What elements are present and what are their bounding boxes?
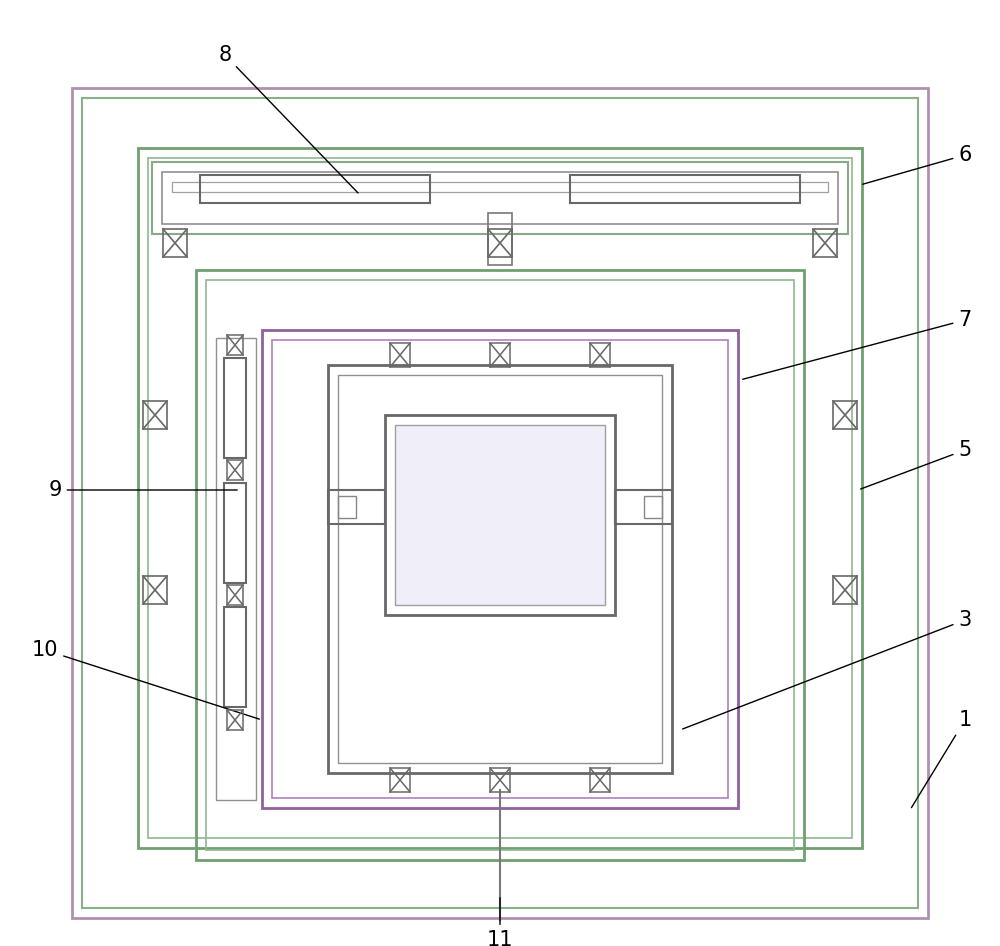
Bar bbox=[328, 365, 672, 773]
Bar bbox=[328, 490, 385, 524]
Bar bbox=[833, 401, 857, 429]
Bar bbox=[227, 585, 243, 605]
Text: 1: 1 bbox=[911, 710, 972, 808]
Bar bbox=[200, 175, 430, 203]
Bar bbox=[227, 460, 243, 480]
Text: 9: 9 bbox=[48, 480, 237, 500]
Bar bbox=[138, 148, 862, 848]
Bar bbox=[224, 607, 246, 707]
Text: 7: 7 bbox=[743, 310, 972, 379]
Bar bbox=[590, 343, 610, 367]
Bar bbox=[395, 425, 605, 605]
Text: 8: 8 bbox=[218, 45, 358, 193]
Bar bbox=[490, 768, 510, 792]
Text: 5: 5 bbox=[861, 440, 972, 489]
Bar bbox=[833, 576, 857, 604]
Bar bbox=[488, 213, 512, 265]
Bar bbox=[148, 158, 852, 838]
Bar bbox=[162, 172, 838, 224]
Bar bbox=[172, 182, 828, 192]
Bar bbox=[262, 330, 738, 808]
Bar bbox=[196, 270, 804, 860]
Bar bbox=[163, 229, 187, 257]
Bar bbox=[82, 98, 918, 908]
Text: 3: 3 bbox=[683, 610, 972, 729]
Text: 11: 11 bbox=[487, 898, 513, 946]
Bar bbox=[570, 175, 800, 203]
Bar bbox=[338, 496, 356, 518]
Bar bbox=[143, 401, 167, 429]
Bar bbox=[227, 710, 243, 730]
Bar bbox=[224, 358, 246, 458]
Bar bbox=[338, 375, 662, 763]
Bar bbox=[152, 162, 848, 234]
Bar bbox=[615, 490, 672, 524]
Bar bbox=[224, 483, 246, 583]
Bar bbox=[390, 343, 410, 367]
Bar bbox=[488, 229, 512, 257]
Bar bbox=[390, 768, 410, 792]
Bar bbox=[216, 338, 256, 800]
Bar bbox=[644, 496, 662, 518]
Bar bbox=[272, 340, 728, 798]
Text: 6: 6 bbox=[863, 145, 972, 184]
Bar bbox=[385, 415, 615, 615]
Bar bbox=[206, 280, 794, 850]
Bar bbox=[72, 88, 928, 918]
Text: 10: 10 bbox=[32, 640, 259, 719]
Bar bbox=[813, 229, 837, 257]
Bar bbox=[590, 768, 610, 792]
Bar bbox=[490, 343, 510, 367]
Bar bbox=[227, 335, 243, 355]
Bar bbox=[143, 576, 167, 604]
